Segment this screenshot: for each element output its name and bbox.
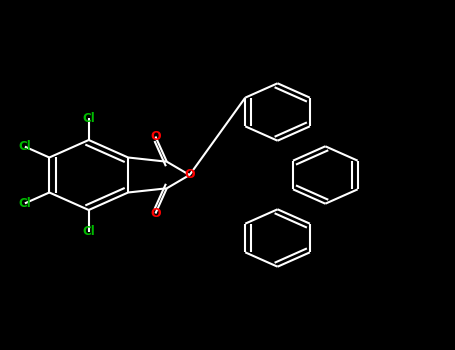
Text: Cl: Cl xyxy=(82,112,95,125)
Text: O: O xyxy=(150,207,161,220)
Text: Cl: Cl xyxy=(19,140,31,153)
Text: Cl: Cl xyxy=(19,197,31,210)
Text: O: O xyxy=(150,130,161,143)
Text: O: O xyxy=(184,168,195,182)
Text: Cl: Cl xyxy=(82,225,95,238)
